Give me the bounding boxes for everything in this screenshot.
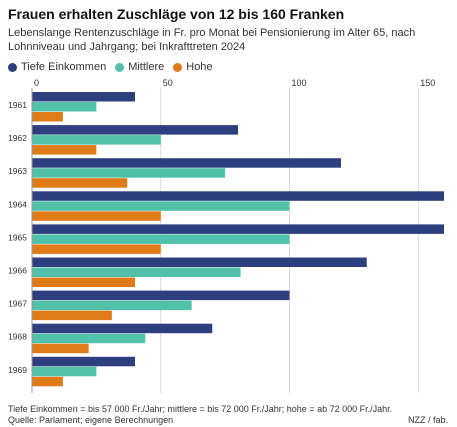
legend-swatch-hohe xyxy=(173,62,183,72)
legend-label-tiefe: Tiefe Einkommen xyxy=(21,61,107,73)
bar-1967-hohe xyxy=(32,310,112,321)
bar-1965-mittlere xyxy=(32,234,290,244)
bar-1965-tiefe-einkommen xyxy=(32,224,444,234)
legend-swatch-tiefe xyxy=(8,62,17,72)
legend-swatch-mittlere xyxy=(115,62,125,72)
x-tick-label-0: 0 xyxy=(34,78,39,88)
y-tick-label-1962: 1962 xyxy=(8,133,27,143)
y-tick-label-1961: 1961 xyxy=(8,100,27,110)
y-tick-label-1967: 1967 xyxy=(8,299,27,309)
bar-1966-hohe xyxy=(32,277,135,287)
y-tick-label-1966: 1966 xyxy=(8,266,27,276)
bar-1968-hohe xyxy=(32,343,89,354)
credit: NZZ / fab. xyxy=(407,415,448,425)
legend-label-hohe: Hohe xyxy=(186,61,213,73)
bar-1961-tiefe-einkommen xyxy=(32,92,135,102)
bar-1966-tiefe-einkommen xyxy=(32,257,367,267)
bar-1963-hohe xyxy=(32,178,128,188)
bar-1963-mittlere xyxy=(32,168,226,178)
legend-item-tiefe: Tiefe Einkommen xyxy=(8,61,106,73)
legend-item-mittlere: Mittlere xyxy=(115,61,164,73)
bar-1965-hohe xyxy=(32,244,161,254)
bar-1969-hohe xyxy=(32,376,63,387)
bar-1961-hohe xyxy=(32,112,63,122)
y-tick-label-1968: 1968 xyxy=(8,332,27,342)
bar-1961-mittlere xyxy=(32,102,97,112)
x-tick-label-50: 50 xyxy=(163,78,173,88)
footnote: Tiefe Einkommen = bis 57 000 Fr./Jahr; m… xyxy=(8,404,393,414)
bar-1964-mittlere xyxy=(32,201,290,211)
bar-1962-hohe xyxy=(32,145,97,155)
bar-1964-hohe xyxy=(32,211,161,221)
bar-1966-mittlere xyxy=(32,267,241,277)
x-tick-label-100: 100 xyxy=(292,78,307,88)
y-tick-label-1969: 1969 xyxy=(8,365,27,375)
y-tick-label-1964: 1964 xyxy=(8,199,27,209)
bar-1962-mittlere xyxy=(32,135,161,145)
bar-1969-tiefe-einkommen xyxy=(32,356,135,367)
legend: Tiefe Einkommen Mittlere Hohe xyxy=(8,61,222,73)
bar-1967-tiefe-einkommen xyxy=(32,290,290,301)
x-tick-label-150: 150 xyxy=(420,78,435,88)
chart-title: Frauen erhalten Zuschläge von 12 bis 160… xyxy=(8,6,345,22)
legend-item-hohe: Hohe xyxy=(173,61,213,73)
bar-1969-mittlere xyxy=(32,366,97,377)
bar-1963-tiefe-einkommen xyxy=(32,158,341,168)
bar-1968-mittlere xyxy=(32,333,146,344)
source-note: Quelle: Parlament; eigene Berechnungen xyxy=(8,415,174,425)
chart-subtitle: Lebenslange Rentenzuschläge in Fr. pro M… xyxy=(8,27,416,53)
y-tick-label-1963: 1963 xyxy=(8,166,27,176)
bar-1964-tiefe-einkommen xyxy=(32,191,444,201)
bar-1967-mittlere xyxy=(32,300,192,311)
bar-1968-tiefe-einkommen xyxy=(32,323,213,334)
legend-label-mittlere: Mittlere xyxy=(128,61,165,73)
y-tick-label-1965: 1965 xyxy=(8,232,27,242)
bar-1962-tiefe-einkommen xyxy=(32,125,238,135)
